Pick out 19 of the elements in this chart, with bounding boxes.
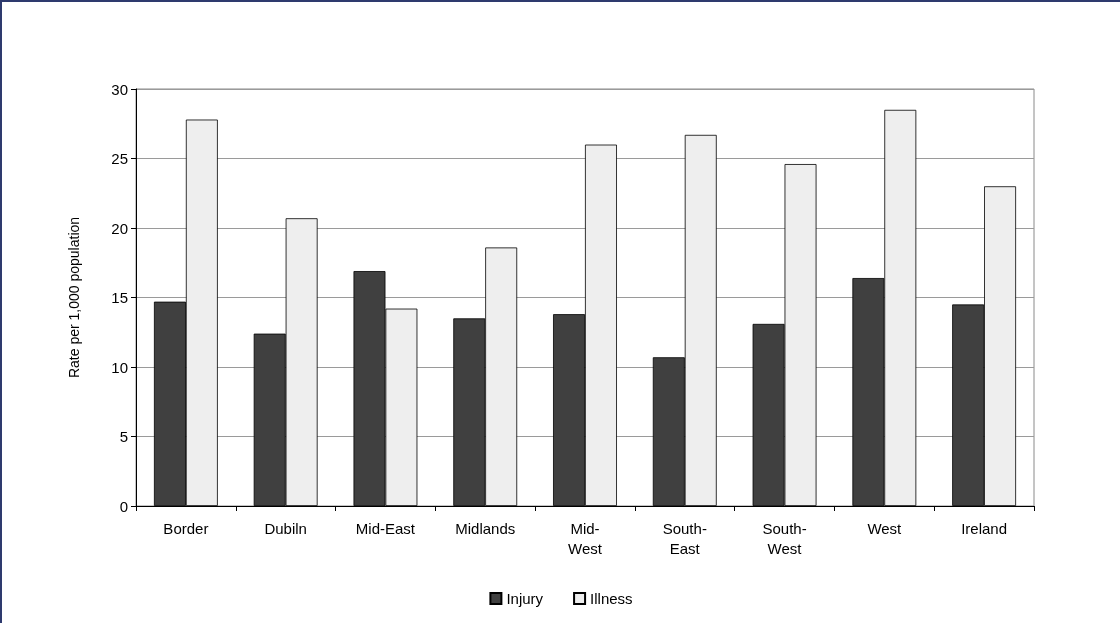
y-tick-label: 0 bbox=[119, 497, 128, 515]
x-tick-label: West bbox=[867, 519, 903, 537]
y-tick-label: 5 bbox=[119, 428, 128, 445]
legend-label: Illness bbox=[590, 590, 633, 607]
y-axis-title: Rate per 1,000 population bbox=[66, 216, 82, 379]
x-tick-label: South- West bbox=[762, 519, 807, 557]
legend-label: Injury bbox=[506, 590, 544, 607]
y-tick-label: 25 bbox=[111, 150, 128, 167]
y-tick-label: 20 bbox=[111, 219, 128, 237]
x-tick-label: Mid- West bbox=[568, 519, 603, 557]
x-tick-label: Dubiln bbox=[264, 519, 307, 537]
y-tick-label: 10 bbox=[111, 358, 128, 376]
x-tick-label: Midlands bbox=[455, 519, 516, 537]
x-tick-label: Border bbox=[163, 519, 209, 537]
y-tick-label: 30 bbox=[111, 80, 128, 98]
x-tick-label: Mid-East bbox=[355, 519, 416, 537]
y-tick-label: 15 bbox=[111, 289, 128, 306]
x-tick-label: Ireland bbox=[961, 519, 1008, 537]
x-tick-label: South- East bbox=[662, 519, 707, 557]
